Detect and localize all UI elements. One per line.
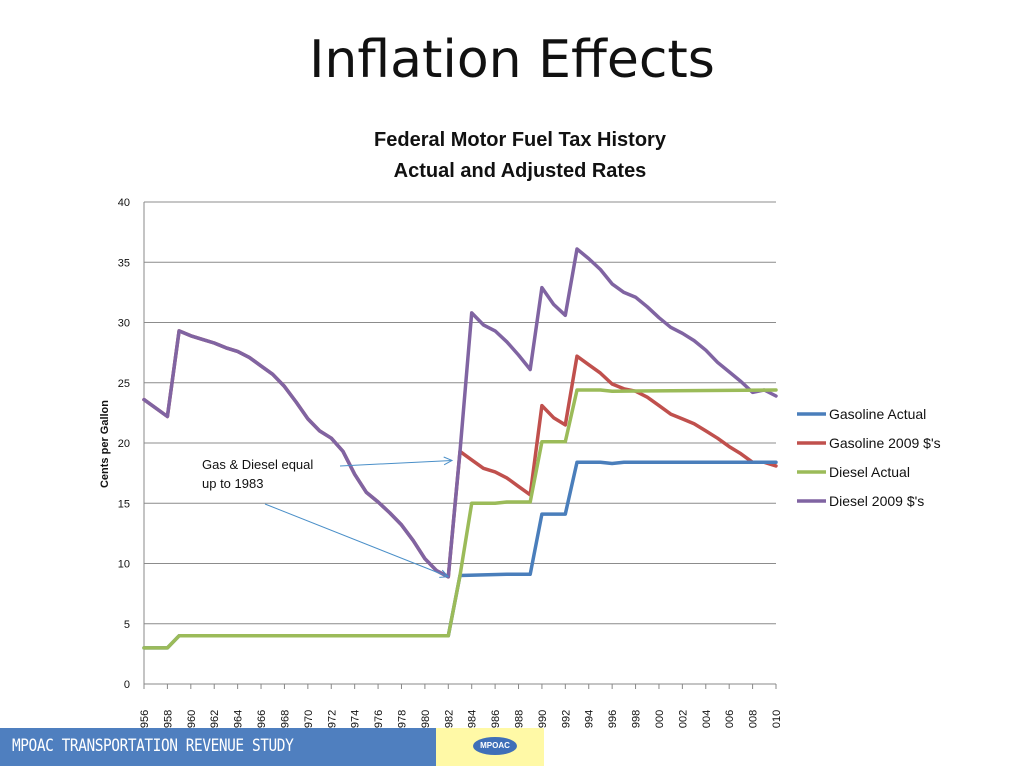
x-tick-label: 1956	[139, 710, 151, 728]
slide-title: Inflation Effects	[309, 30, 715, 90]
annotation-line-2: up to 1983	[202, 476, 263, 491]
series-layer	[142, 247, 778, 650]
x-tick-label: 1978	[396, 710, 408, 728]
chart-title: Federal Motor Fuel Tax History	[374, 129, 667, 151]
x-tick-label: 1968	[279, 710, 291, 728]
grid-layer	[143, 201, 776, 685]
x-tick-label: 2002	[677, 710, 689, 728]
legend-label-0: Gasoline Actual	[829, 406, 926, 422]
fuel-tax-chart: Federal Motor Fuel Tax History Actual an…	[99, 129, 941, 728]
x-tick-label: 1998	[631, 710, 643, 728]
annotation-arrow-lower	[264, 503, 449, 578]
y-tick-label: 20	[118, 438, 130, 450]
y-axis-label: Cents per Gallon	[99, 400, 111, 488]
x-tick-label: 1960	[186, 710, 198, 728]
y-tick-label: 10	[118, 559, 130, 571]
series-line-3	[142, 247, 778, 579]
mpoac-logo: MPOAC	[473, 737, 517, 755]
y-tick-label: 35	[118, 257, 130, 269]
legend-label-3: Diesel 2009 $'s	[829, 493, 924, 509]
x-tick-label: 1970	[303, 710, 315, 728]
x-tick-label: 1962	[209, 710, 221, 728]
annotation-arrow-upper	[339, 459, 453, 467]
y-tick-label: 5	[124, 619, 130, 631]
x-tick-label: 1996	[607, 710, 619, 728]
x-tick-label: 1976	[373, 710, 385, 728]
y-tick-label: 15	[118, 498, 130, 510]
y-tick-label: 25	[118, 378, 130, 390]
x-tick-label: 1988	[514, 710, 526, 728]
x-tick-label: 1994	[584, 710, 596, 728]
legend-label-1: Gasoline 2009 $'s	[829, 435, 941, 451]
x-tick-label: 1986	[490, 710, 502, 728]
tick-layer: 0 5 10 15 20 25 30 35 40 1956 1958 1960 1962 1964 1966…	[118, 197, 783, 728]
legend-label-2: Diesel Actual	[829, 464, 910, 480]
x-tick-label: 1980	[420, 710, 432, 728]
series-line-2	[142, 388, 778, 650]
annotation-line-1: Gas & Diesel equal	[202, 457, 313, 472]
x-tick-label: 1984	[467, 710, 479, 728]
footer-text: MPOAC TRANSPORTATION REVENUE STUDY	[12, 736, 294, 756]
x-tick-label: 1966	[256, 710, 268, 728]
x-tick-label: 2000	[654, 710, 666, 728]
x-tick-label: 1958	[162, 710, 174, 728]
annotation-arrow-upper-head	[443, 456, 454, 466]
x-tick-label: 1982	[443, 710, 455, 728]
chart-subtitle: Actual and Adjusted Rates	[394, 160, 647, 182]
annotation: Gas & Diesel equal up to 1983	[202, 456, 454, 578]
legend: Gasoline Actual Gasoline 2009 $'s Diesel A…	[797, 406, 941, 509]
annotation-arrow-lower-head	[439, 569, 450, 578]
y-tick-label: 40	[118, 197, 130, 209]
x-tick-label: 1992	[560, 710, 572, 728]
x-tick-label: 1974	[350, 710, 362, 728]
x-tick-label: 1990	[537, 710, 549, 728]
x-tick-label: 2010	[771, 710, 783, 728]
x-tick-label: 2004	[701, 710, 713, 728]
y-tick-label: 0	[124, 679, 130, 691]
y-tick-label: 30	[118, 318, 130, 330]
x-tick-label: 1964	[233, 710, 245, 728]
x-tick-label: 2006	[724, 710, 736, 728]
x-tick-label: 1972	[326, 710, 338, 728]
footer-bar	[0, 728, 436, 766]
x-tick-label: 2008	[748, 710, 760, 728]
